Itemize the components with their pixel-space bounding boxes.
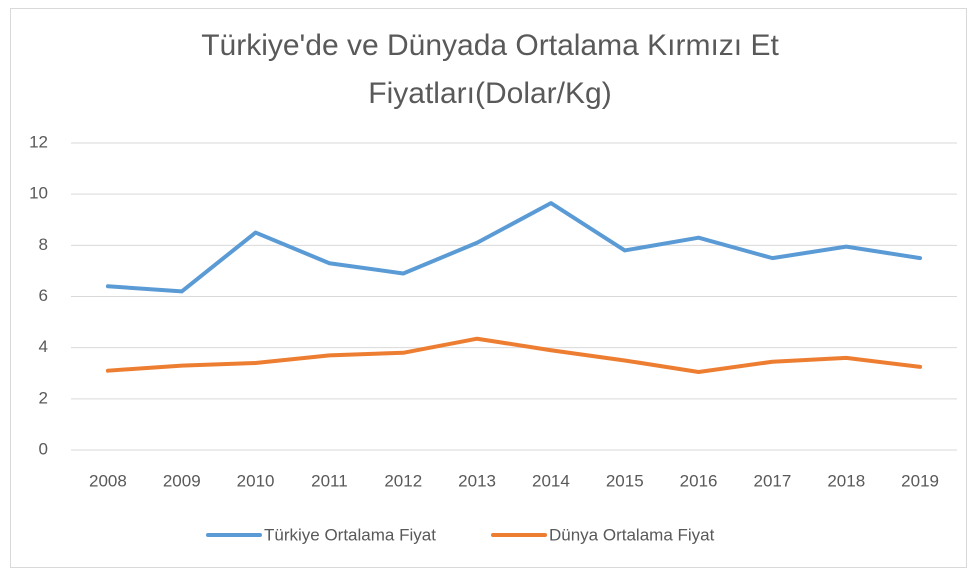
y-tick-label: 10 <box>29 184 48 203</box>
chart-border <box>10 8 967 568</box>
legend-label: Türkiye Ortalama Fiyat <box>264 525 436 544</box>
y-tick-label: 6 <box>39 286 48 305</box>
x-tick-label: 2018 <box>827 471 865 490</box>
x-tick-label: 2019 <box>901 471 939 490</box>
x-tick-label: 2009 <box>163 471 201 490</box>
y-tick-label: 4 <box>39 337 48 356</box>
y-tick-label: 8 <box>39 235 48 254</box>
x-tick-label: 2010 <box>237 471 275 490</box>
legend-label: Dünya Ortalama Fiyat <box>549 525 715 544</box>
chart-title: Türkiye'de ve Dünyada Ortalama Kırmızı E… <box>201 29 779 110</box>
x-tick-label: 2015 <box>606 471 644 490</box>
x-tick-label: 2013 <box>458 471 496 490</box>
line-series <box>105 336 923 374</box>
x-tick-label: 2017 <box>754 471 792 490</box>
y-tick-label: 0 <box>39 439 48 458</box>
y-tick-label: 2 <box>39 388 48 407</box>
x-tick-label: 2014 <box>532 471 570 490</box>
line-series <box>105 201 923 294</box>
x-tick-label: 2008 <box>89 471 127 490</box>
x-tick-label: 2012 <box>384 471 422 490</box>
y-tick-label: 12 <box>29 132 48 151</box>
x-tick-label: 2011 <box>311 471 348 490</box>
x-tick-label: 2016 <box>680 471 718 490</box>
